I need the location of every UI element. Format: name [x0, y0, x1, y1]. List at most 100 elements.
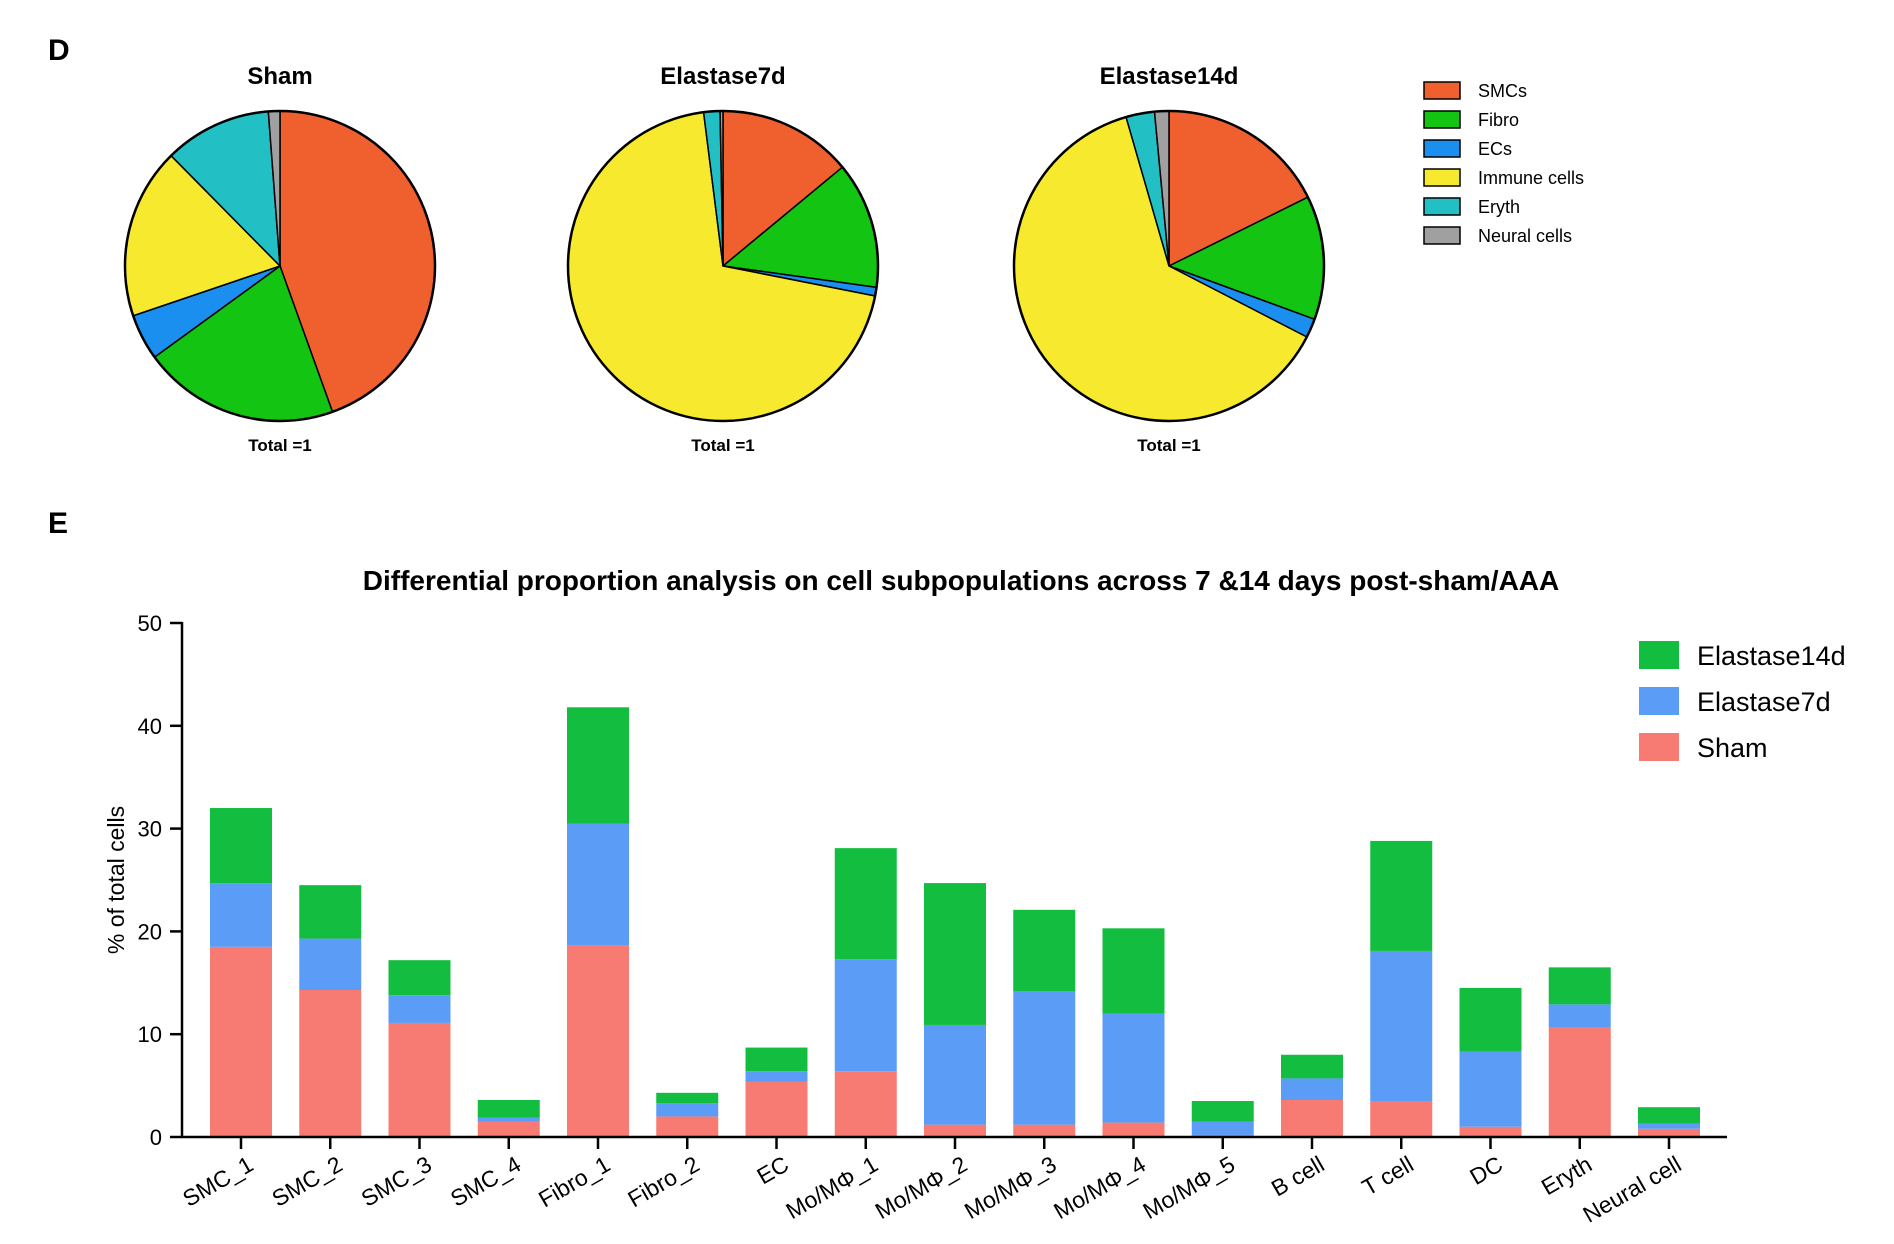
bar-group-mo-m-1: [834, 848, 897, 1137]
y-tick-label: 40: [138, 714, 162, 739]
pie-total-label: Total =1: [691, 436, 754, 455]
bar-segment-sham: [834, 1071, 897, 1137]
bar-segment-elastase7d: [1370, 950, 1433, 1102]
legend-item-smcs: SMCs: [1423, 81, 1527, 101]
y-tick-label: 0: [150, 1125, 162, 1150]
pie-chart-sham: Sham Total =1: [123, 63, 437, 455]
legend-swatch: [1423, 81, 1461, 100]
bar-segment-elastase14d: [1459, 987, 1522, 1052]
bar-segment-sham: [656, 1116, 719, 1137]
bar-segment-sham: [567, 945, 629, 1137]
bar-segment-elastase14d: [1013, 909, 1076, 992]
legend-item-neural-cells: Neural cells: [1423, 226, 1572, 246]
x-category-label: Eryth: [1537, 1151, 1596, 1200]
bar-group-mo-m-2: [924, 883, 986, 1137]
pie-outline: [566, 109, 880, 423]
pie-title: Elastase7d: [660, 63, 785, 90]
bar-legend-swatch: [1639, 687, 1679, 715]
x-category-label: SMC_2: [267, 1151, 346, 1212]
bar-legend-swatch: [1639, 733, 1679, 761]
bar-segment-elastase7d: [1281, 1078, 1343, 1100]
y-tick-label: 10: [138, 1022, 162, 1047]
bar-legend-item-elastase7d: Elastase7d: [1639, 687, 1831, 717]
pie-outline: [123, 109, 437, 423]
bar-segment-elastase14d: [924, 883, 986, 1025]
legend-label: Fibro: [1478, 110, 1519, 130]
bar-group-t-cell: [1370, 840, 1433, 1137]
bar-segment-elastase7d: [299, 938, 362, 990]
bar-segment-sham: [745, 1081, 808, 1137]
pie-total-label: Total =1: [1137, 436, 1200, 455]
x-category-label: B cell: [1267, 1151, 1329, 1202]
pie-chart-elastase7d: Elastase7d Total =1: [566, 63, 880, 455]
legend-swatch: [1423, 110, 1461, 129]
bar-segment-elastase7d: [656, 1103, 719, 1117]
bar-segment-sham: [1102, 1122, 1165, 1137]
y-tick-label: 50: [138, 611, 162, 636]
x-category-label: Mo/MΦ_2: [871, 1151, 972, 1224]
bar-legend-label: Sham: [1697, 733, 1768, 763]
x-category-label: Mo/MΦ_4: [1049, 1151, 1150, 1224]
x-category-label: Neural cell: [1578, 1151, 1685, 1228]
bar-legend-label: Elastase7d: [1697, 687, 1831, 717]
bar-segment-elastase14d: [299, 885, 362, 939]
bar-segment-elastase7d: [388, 995, 451, 1023]
bar-segment-sham: [1370, 1101, 1433, 1137]
x-category-label: Fibro_1: [534, 1151, 615, 1213]
bar-segment-elastase14d: [1191, 1101, 1254, 1122]
bar-chart-title: Differential proportion analysis on cell…: [363, 565, 1559, 596]
x-category-label: SMC_1: [178, 1151, 257, 1212]
y-tick-label: 20: [138, 919, 162, 944]
panel-e-letter: E: [48, 507, 68, 540]
bar-segment-sham: [388, 1022, 451, 1137]
bar-segment-elastase7d: [1191, 1121, 1254, 1135]
bar-segment-elastase7d: [1638, 1123, 1700, 1129]
bar-group-b-cell: [1281, 1054, 1343, 1137]
legend-label: SMCs: [1478, 81, 1527, 101]
bar-segment-elastase7d: [924, 1024, 986, 1125]
bar-segment-elastase14d: [1370, 840, 1433, 951]
bar-segment-elastase7d: [1459, 1051, 1522, 1127]
y-tick-label: 30: [138, 817, 162, 842]
bar-segment-elastase7d: [745, 1071, 808, 1082]
pie-legend: SMCs Fibro ECs Immune cells Eryth Neural cell…: [1423, 81, 1584, 246]
legend-swatch: [1423, 139, 1461, 158]
bar-segment-elastase14d: [1638, 1107, 1700, 1124]
legend-item-fibro: Fibro: [1423, 110, 1519, 130]
pie-title: Sham: [247, 63, 312, 90]
bar-segment-sham: [210, 946, 272, 1137]
bar-segment-sham: [477, 1121, 540, 1137]
bar-segment-elastase14d: [834, 848, 897, 960]
bar-group-fibro-2: [656, 1092, 719, 1137]
x-category-label: Mo/MΦ_5: [1138, 1151, 1239, 1224]
bar-segment-elastase14d: [1548, 967, 1611, 1005]
bar-segment-elastase14d: [567, 707, 629, 824]
bar-segment-elastase7d: [210, 883, 272, 947]
bar-group-smc-3: [388, 960, 451, 1137]
bar-segment-elastase7d: [1013, 991, 1076, 1125]
bar-group-neural-cell: [1638, 1107, 1700, 1137]
bar-segment-elastase7d: [1102, 1013, 1165, 1123]
bar-segment-elastase14d: [1102, 928, 1165, 1014]
x-category-label: Mo/MΦ_1: [781, 1151, 882, 1224]
x-category-label: T cell: [1358, 1151, 1418, 1201]
bar-legend-label: Elastase14d: [1697, 641, 1846, 671]
bar-segment-sham: [1013, 1124, 1076, 1137]
pie-total-label: Total =1: [248, 436, 311, 455]
pie-chart-elastase14d: Elastase14d Total =1: [1012, 63, 1326, 455]
bar-segment-elastase14d: [1281, 1054, 1343, 1079]
bar-segment-elastase7d: [834, 959, 897, 1072]
bar-segment-sham: [299, 990, 362, 1137]
bar-group-dc: [1459, 987, 1522, 1137]
bar-group-smc-4: [477, 1099, 540, 1137]
bar-segment-elastase14d: [477, 1099, 540, 1118]
legend-item-ecs: ECs: [1423, 139, 1512, 159]
bar-segment-sham: [1548, 1027, 1611, 1137]
bar-segment-elastase7d: [1548, 1004, 1611, 1028]
x-category-label: Mo/MΦ_3: [960, 1151, 1061, 1224]
bar-group-smc-2: [299, 885, 362, 1137]
bar-group-mo-m-5: [1191, 1101, 1254, 1137]
bar-group-ec: [745, 1047, 808, 1137]
